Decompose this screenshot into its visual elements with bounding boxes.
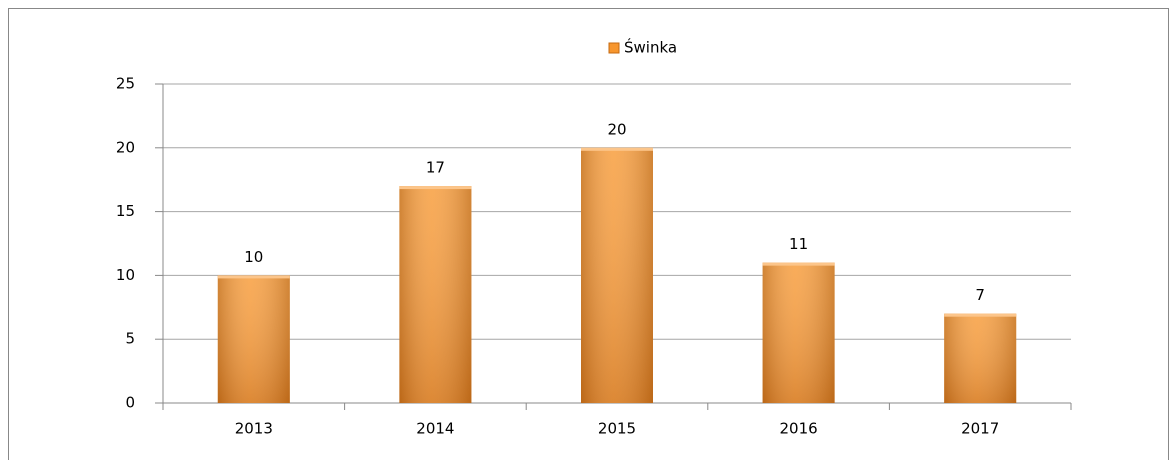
y-tick-label: 10: [116, 266, 135, 284]
x-tick-label: 2015: [598, 420, 636, 438]
bar-shade: [944, 313, 1017, 403]
bar-cap: [762, 262, 835, 266]
x-tick-label: 2013: [235, 420, 273, 438]
data-label: 7: [975, 286, 985, 304]
bar-cap: [944, 313, 1017, 317]
y-tick-label: 15: [116, 202, 135, 220]
y-tick-label: 25: [116, 75, 135, 93]
x-tick-label: 2016: [780, 420, 818, 438]
bar-shade: [581, 147, 653, 403]
data-label: 10: [244, 248, 263, 266]
bar-shade: [217, 275, 290, 403]
y-tick-label: 20: [116, 138, 135, 156]
bar-shade: [762, 262, 835, 403]
bar-cap: [581, 147, 653, 151]
data-label: 11: [789, 235, 808, 253]
y-tick-label: 0: [125, 394, 135, 412]
x-tick-label: 2017: [961, 420, 999, 438]
legend-label: Świnka: [624, 38, 677, 57]
data-label: 17: [426, 159, 445, 177]
bar-shade: [399, 186, 472, 403]
x-tick-label: 2014: [416, 420, 454, 438]
y-tick-label: 5: [125, 330, 135, 348]
legend-swatch: [608, 42, 620, 54]
bar-cap: [399, 186, 472, 190]
bar-cap: [217, 275, 290, 279]
data-label: 20: [607, 120, 626, 138]
